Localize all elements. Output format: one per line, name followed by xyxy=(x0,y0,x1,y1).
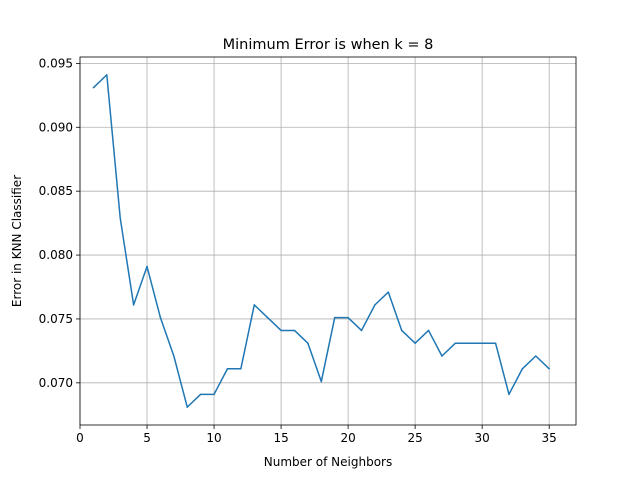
data-point xyxy=(173,355,175,357)
x-tick-label: 10 xyxy=(206,431,221,445)
data-point xyxy=(320,380,323,383)
grid xyxy=(79,57,576,425)
data-point xyxy=(199,393,202,396)
plot-frame xyxy=(79,56,577,426)
data-point xyxy=(119,217,121,219)
x-axis-label: Number of Neighbors xyxy=(264,455,392,469)
data-point xyxy=(186,406,188,408)
x-tick-label: 30 xyxy=(475,431,490,445)
data-point xyxy=(535,355,537,357)
data-point xyxy=(360,329,363,332)
series-layer xyxy=(92,74,550,408)
data-point xyxy=(481,342,483,344)
data-point xyxy=(266,316,269,319)
data-point xyxy=(548,368,550,370)
error-line xyxy=(92,74,550,408)
x-tick-label: 20 xyxy=(340,431,355,445)
y-tick-label: 0.085 xyxy=(39,184,73,198)
data-point xyxy=(387,291,390,293)
data-point xyxy=(441,355,443,357)
x-tick-label: 0 xyxy=(76,431,84,445)
data-point xyxy=(132,304,135,306)
data-point xyxy=(106,74,108,76)
data-point xyxy=(280,329,282,332)
x-tick-label: 15 xyxy=(273,431,288,445)
y-tick-label: 0.080 xyxy=(39,248,73,262)
data-point xyxy=(427,329,430,332)
y-tick-label: 0.075 xyxy=(39,312,73,326)
y-tick-label: 0.095 xyxy=(39,56,73,70)
data-point xyxy=(213,393,215,396)
data-point xyxy=(454,342,457,344)
data-point xyxy=(159,316,162,319)
data-point xyxy=(521,368,524,370)
data-point xyxy=(508,393,510,396)
data-point xyxy=(494,342,497,344)
y-axis-label: Error in KNN Classifier xyxy=(10,175,24,307)
chart-title: Minimum Error is when k = 8 xyxy=(223,37,434,53)
data-point xyxy=(253,304,256,306)
x-tick-label: 25 xyxy=(407,431,422,445)
data-point xyxy=(374,304,376,306)
ticks: 0 5 10 15 20 25 30 35 0.070 0.075 0.080 0.085 0.090 0… xyxy=(39,56,557,445)
y-tick-label: 0.070 xyxy=(39,376,73,390)
data-point xyxy=(226,368,229,370)
x-tick-label: 35 xyxy=(542,431,557,445)
data-point xyxy=(333,316,336,319)
data-point xyxy=(347,316,349,319)
x-tick-label: 5 xyxy=(143,431,151,445)
data-point xyxy=(414,342,416,344)
data-point xyxy=(307,342,309,344)
data-point xyxy=(240,368,242,370)
data-point xyxy=(146,265,148,268)
data-point xyxy=(468,342,470,344)
y-tick-label: 0.090 xyxy=(39,120,73,134)
data-point xyxy=(293,329,296,332)
data-point xyxy=(400,329,403,332)
data-point xyxy=(92,86,95,89)
